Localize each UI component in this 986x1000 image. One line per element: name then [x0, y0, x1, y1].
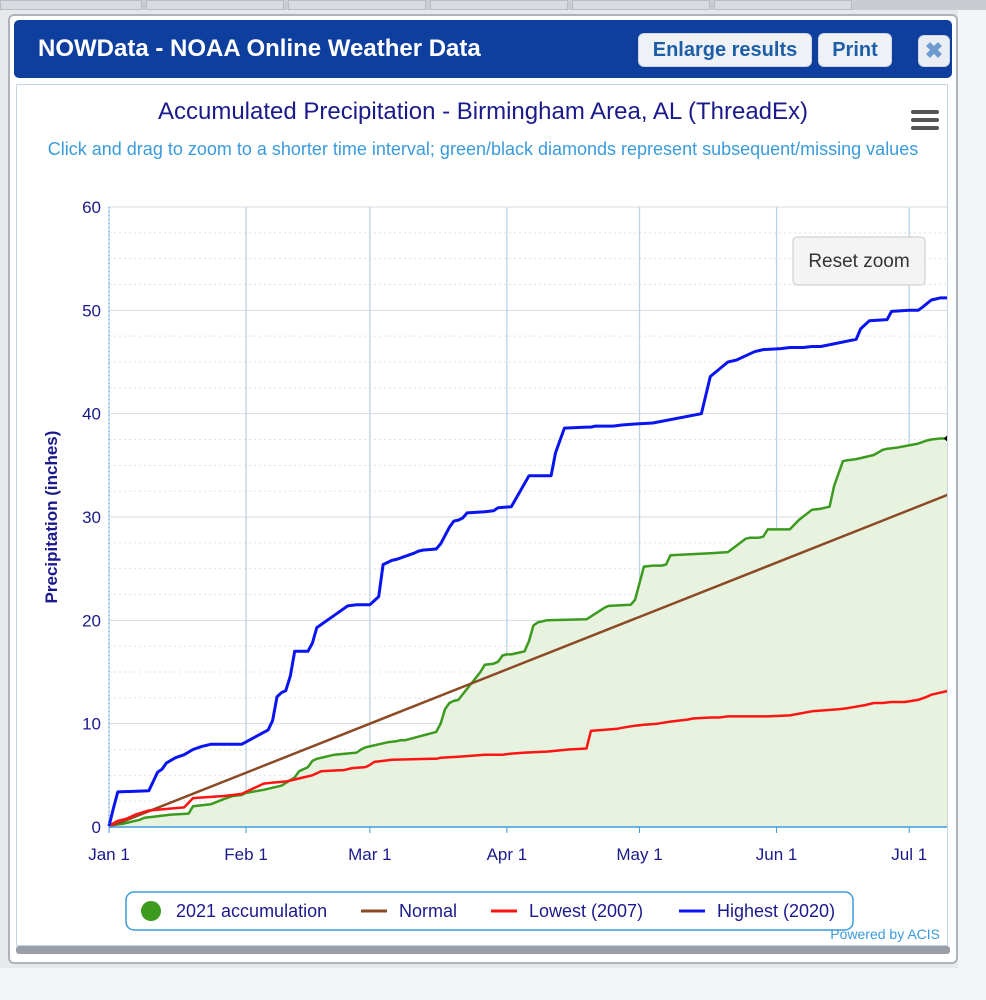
- minor-gridlines: [109, 232, 949, 802]
- series-area-2021-accumulation: [109, 438, 949, 827]
- legend-label-lowest-2007: Lowest (2007): [529, 901, 643, 921]
- background-tab[interactable]: [714, 0, 852, 10]
- series-line-lowest-2007: [108, 689, 950, 828]
- chart-legend: 2021 accumulation Normal Lowest (2007) High…: [125, 891, 854, 931]
- series-line-highest-2020: [107, 296, 949, 827]
- x-tick-label: Apr 1: [487, 845, 528, 864]
- series-line-2021-accumulation: [108, 437, 949, 828]
- legend-label-2021-accumulation: 2021 accumulation: [176, 901, 327, 921]
- background-page: [958, 10, 986, 1000]
- background-tab[interactable]: [572, 0, 710, 10]
- background-tab[interactable]: [288, 0, 426, 10]
- y-tick-label: 50: [82, 301, 101, 320]
- results-dialog: NOWData - NOAA Online Weather Data Enlar…: [8, 14, 958, 964]
- dialog-title: NOWData - NOAA Online Weather Data: [38, 35, 481, 62]
- enlarge-results-button[interactable]: Enlarge results: [638, 33, 812, 67]
- horizontal-scrollbar[interactable]: [16, 946, 950, 954]
- background-tab[interactable]: [0, 0, 142, 10]
- browser-tab-strip: [0, 0, 986, 10]
- background-tab[interactable]: [430, 0, 568, 10]
- precipitation-chart[interactable]: 0 10 20 30 40 50 60 Jan 1 Feb 1 Mar 1 Apr 1 May 1 Ju…: [17, 85, 954, 945]
- y-tick-label: 60: [82, 198, 101, 217]
- x-tick-label: Feb 1: [224, 845, 267, 864]
- series-layer: [107, 296, 954, 829]
- reset-zoom-label: Reset zoom: [808, 251, 909, 272]
- y-tick-label: 40: [82, 405, 101, 424]
- chart-subtitle-line1: Click and drag to zoom to a shorter time…: [48, 139, 918, 159]
- print-button[interactable]: Print: [818, 33, 892, 67]
- background-tab[interactable]: [146, 0, 284, 10]
- x-tick-label: May 1: [616, 845, 662, 864]
- y-tick-label: 20: [82, 611, 101, 630]
- chart-title: Accumulated Precipitation - Birmingham A…: [158, 98, 808, 125]
- y-axis-label: Precipitation (inches): [42, 431, 61, 604]
- close-icon[interactable]: ✖: [918, 35, 950, 67]
- x-tick-label: Mar 1: [348, 845, 391, 864]
- chart-container: 0 10 20 30 40 50 60 Jan 1 Feb 1 Mar 1 Apr 1 May 1 Ju…: [16, 84, 954, 946]
- credits-link[interactable]: Powered by ACIS: [830, 926, 940, 942]
- legend-label-highest-2020: Highest (2020): [717, 901, 835, 921]
- chart-subtitle: Click and drag to zoom to a shorter time…: [48, 139, 918, 159]
- hamburger-menu-icon[interactable]: [909, 107, 939, 133]
- background-page-bottom: [0, 968, 986, 1000]
- y-tick-label: 0: [92, 818, 101, 837]
- x-tick-label: Jul 1: [891, 845, 927, 864]
- x-tick-label: Jun 1: [756, 845, 798, 864]
- legend-symbol-2021-accumulation: [141, 901, 161, 921]
- x-tick-label: Jan 1: [88, 845, 130, 864]
- dialog-titlebar[interactable]: NOWData - NOAA Online Weather Data Enlar…: [14, 20, 952, 78]
- axes-layer: 0 10 20 30 40 50 60 Jan 1 Feb 1 Mar 1 Apr 1 May 1 Ju…: [82, 198, 949, 864]
- series-line-normal: [108, 493, 950, 829]
- reset-zoom-button[interactable]: Reset zoom: [792, 236, 926, 286]
- legend-label-normal: Normal: [399, 901, 457, 921]
- y-tick-label: 30: [82, 508, 101, 527]
- y-tick-label: 10: [82, 715, 101, 734]
